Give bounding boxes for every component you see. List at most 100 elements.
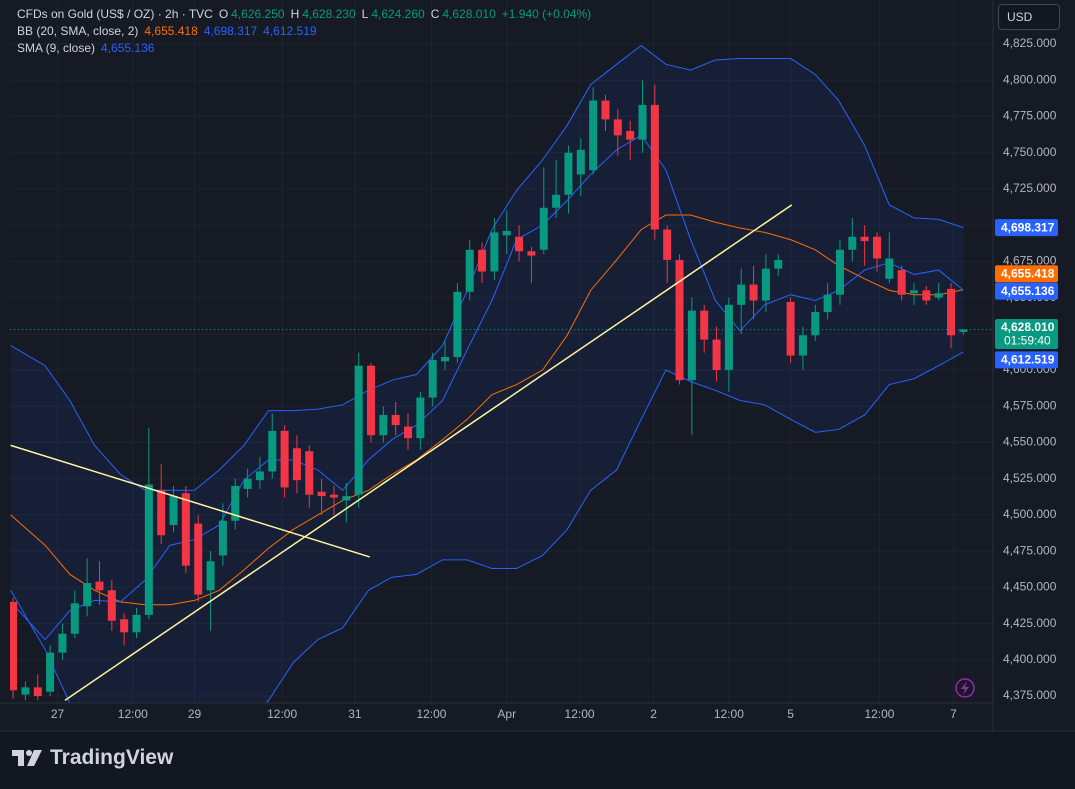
candle-body xyxy=(700,310,709,340)
candle-body xyxy=(724,304,733,371)
candle-body xyxy=(687,310,696,381)
candle-body xyxy=(786,301,795,356)
price-label: 4,698.317 xyxy=(1001,220,1055,234)
bb-basis-line xyxy=(10,214,964,606)
price-label-box xyxy=(995,351,1058,369)
candle-body xyxy=(181,493,190,566)
candle-body xyxy=(157,490,166,536)
candle-body xyxy=(835,249,844,295)
price-label: 4,628.010 xyxy=(1001,320,1055,334)
ohlc-value: 4,628.010 xyxy=(442,7,496,21)
candle-body xyxy=(650,104,659,230)
y-tick-label: 4,775.000 xyxy=(1003,109,1057,123)
alert-icon[interactable] xyxy=(955,678,975,698)
indicator-name: BB (20, SMA, close, 2) xyxy=(17,24,139,38)
indicator-value: 4,698.317 xyxy=(203,24,258,38)
brand-name: TradingView xyxy=(50,746,174,769)
candle-body xyxy=(132,614,141,633)
legend-row: SMA (9, close) 4,655.136 xyxy=(17,40,594,57)
price-label-box xyxy=(995,219,1058,237)
candle-body xyxy=(490,232,499,272)
logo-part xyxy=(26,750,32,756)
x-tick-label: 12:00 xyxy=(118,707,148,721)
candle-body xyxy=(515,236,524,252)
indicator-value: 4,612.519 xyxy=(263,24,317,38)
trend-line xyxy=(64,204,793,702)
candle-body xyxy=(934,293,943,298)
legend-row: BB (20, SMA, close, 2) 4,655.418 4,698.317… xyxy=(17,23,594,40)
candle-body xyxy=(712,339,721,371)
brand-logo xyxy=(12,750,42,766)
y-tick-label: 4,800.000 xyxy=(1003,72,1057,86)
candle-body xyxy=(317,491,326,497)
x-tick-label: Apr xyxy=(497,707,516,721)
candle-body xyxy=(292,448,301,481)
candle-body xyxy=(366,365,375,436)
candle-body xyxy=(872,236,881,259)
candle-body xyxy=(58,633,67,653)
x-tick-label: 2 xyxy=(650,707,657,721)
candle-body xyxy=(206,561,215,591)
candle-body xyxy=(564,152,573,195)
alert-icon-ring[interactable] xyxy=(955,678,975,698)
trend-line xyxy=(10,444,370,558)
logo-part xyxy=(27,750,42,766)
bb-lower-line xyxy=(10,351,964,703)
candle-body xyxy=(453,291,462,358)
y-tick-label: 4,750.000 xyxy=(1003,145,1057,159)
alert-icon-bolt[interactable] xyxy=(961,681,969,695)
candle-body xyxy=(218,520,227,556)
candle-body xyxy=(169,496,178,526)
candle-body xyxy=(823,294,832,313)
x-tick-label: 29 xyxy=(188,707,202,721)
price-label-box xyxy=(995,282,1058,300)
candle-body xyxy=(416,397,425,439)
x-tick-label: 5 xyxy=(787,707,794,721)
candle-body xyxy=(737,284,746,305)
y-tick-label: 4,550.000 xyxy=(1003,435,1057,449)
x-tick-label: 31 xyxy=(348,707,362,721)
x-tick-label: 12:00 xyxy=(565,707,595,721)
candle-body xyxy=(10,601,18,691)
candle-body xyxy=(576,149,585,175)
candle-body xyxy=(194,523,203,595)
candle-body xyxy=(613,119,622,136)
candle-body xyxy=(947,288,956,336)
indicator-name: SMA (9, close) xyxy=(17,41,96,55)
candle-body xyxy=(391,414,400,426)
symbol: CFDs on Gold (US$ / OZ) · 2h · TVC xyxy=(17,7,213,21)
candle-body xyxy=(663,229,672,260)
candle-body xyxy=(465,249,474,292)
y-tick-label: 4,825.000 xyxy=(1003,36,1057,50)
candle-body xyxy=(910,290,919,294)
sma-line xyxy=(10,134,964,641)
candle-body xyxy=(638,104,647,140)
legend: CFDs on Gold (US$ / OZ) · 2h · TVC O 4,626… xyxy=(17,6,594,57)
brand: TradingView xyxy=(12,746,173,770)
x-tick-label: 12:00 xyxy=(267,707,297,721)
candle-body xyxy=(70,603,79,634)
x-tick-label: 12:00 xyxy=(864,707,894,721)
candle-body xyxy=(21,687,30,695)
candle-body xyxy=(95,581,104,591)
y-tick-label: 4,475.000 xyxy=(1003,543,1057,557)
ohlc-key: C xyxy=(430,7,440,21)
candle-body xyxy=(539,207,548,250)
y-tick-label: 4,725.000 xyxy=(1003,181,1057,195)
y-tick-label: 4,525.000 xyxy=(1003,471,1057,485)
price-label: 4,612.519 xyxy=(1001,353,1055,367)
candle-body xyxy=(589,100,598,171)
currency-button[interactable]: USD xyxy=(998,4,1060,30)
candle-body xyxy=(354,365,363,495)
candle-body xyxy=(922,290,931,301)
price-label-box xyxy=(995,265,1058,283)
ohlc-key: O xyxy=(218,7,229,21)
y-tick-label: 4,425.000 xyxy=(1003,616,1057,630)
x-tick-label: 27 xyxy=(51,707,65,721)
ohlc-key: H xyxy=(290,7,300,21)
price-label: 4,655.136 xyxy=(1001,284,1055,298)
ohlc-value: 4,624.260 xyxy=(371,7,425,21)
candle-body xyxy=(959,329,968,333)
